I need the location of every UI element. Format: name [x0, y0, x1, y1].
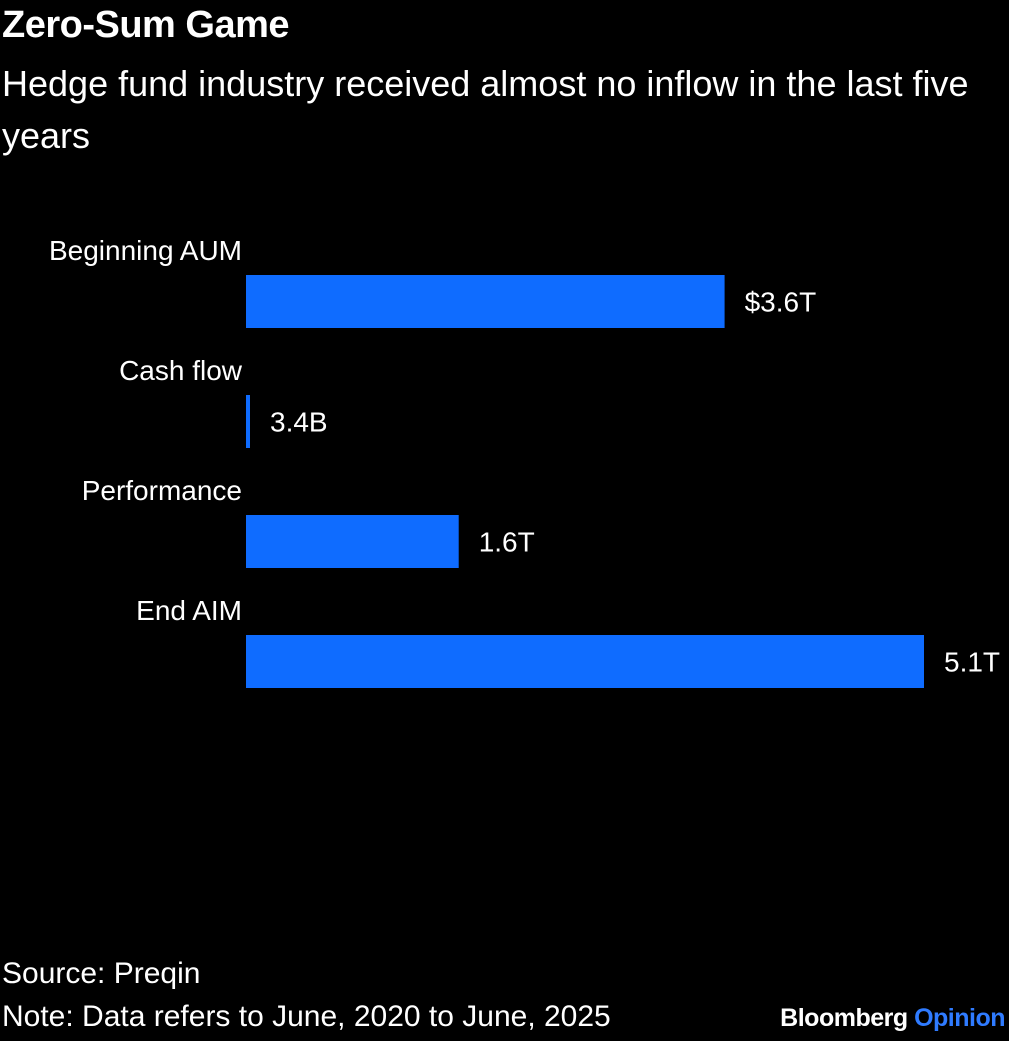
note-text: Note: Data refers to June, 2020 to June,…: [2, 1000, 611, 1033]
brand-primary: Bloomberg: [780, 1004, 908, 1032]
value-label: 5.1T: [944, 647, 1000, 678]
category-label: Performance: [82, 475, 242, 506]
chart-subtitle: Hedge fund industry received almost no i…: [2, 63, 969, 156]
bars-layer: Beginning AUM $3.6T Cash flow 3.4B Performan…: [49, 235, 1000, 688]
bar: [246, 635, 924, 688]
category-label: End AIM: [136, 595, 242, 626]
value-label: $3.6T: [745, 287, 817, 318]
bloomberg-opinion-logo: Bloomberg Opinion: [780, 1004, 1005, 1033]
bar: [246, 515, 459, 568]
category-label: Cash flow: [119, 355, 243, 386]
chart-title: Zero-Sum Game: [2, 4, 290, 46]
value-label: 1.6T: [479, 527, 535, 558]
bar: [246, 395, 250, 448]
source-text: Source: Preqin: [2, 957, 201, 990]
category-label: Beginning AUM: [49, 235, 242, 266]
value-label: 3.4B: [270, 407, 328, 438]
bar: [246, 275, 725, 328]
brand-secondary: Opinion: [914, 1004, 1005, 1032]
